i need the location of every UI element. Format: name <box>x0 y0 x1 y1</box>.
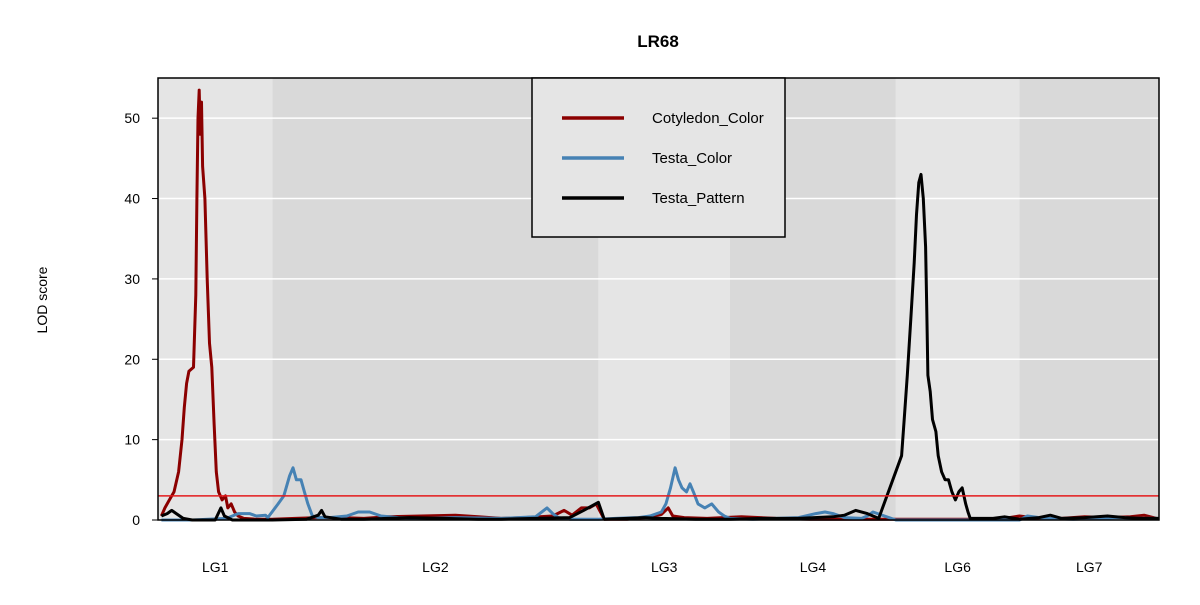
axes: 0 10 20 30 40 50 LG1 LG2 LG3 LG4 LG6 LG7 <box>124 77 1160 575</box>
y-tick-label-50: 50 <box>124 110 140 126</box>
x-group-label-lg3: LG3 <box>651 559 678 575</box>
legend-label-testa-color: Testa_Color <box>652 150 732 167</box>
y-tick-label-20: 20 <box>124 351 140 367</box>
y-axis-label: LOD score <box>34 266 50 333</box>
x-group-label-lg1: LG1 <box>202 559 229 575</box>
x-group-label-lg4: LG4 <box>800 559 827 575</box>
legend-label-testa-pattern: Testa_Pattern <box>652 190 745 207</box>
y-tick-label-30: 30 <box>124 271 140 287</box>
series-testa-pattern <box>160 172 1159 522</box>
y-tick-label-0: 0 <box>132 512 140 528</box>
y-tick-label-40: 40 <box>124 191 140 207</box>
series-lines <box>160 88 1160 522</box>
x-group-label-lg2: LG2 <box>422 559 449 575</box>
x-group-label-lg6: LG6 <box>944 559 971 575</box>
band-lg7 <box>1019 78 1159 520</box>
y-tick-label-10: 10 <box>124 432 140 448</box>
legend: Cotyledon_Color Testa_Color Testa_Pattern <box>531 77 786 238</box>
band-lg6 <box>895 78 1020 520</box>
chart-title: LR68 <box>637 32 679 51</box>
x-group-label-lg7: LG7 <box>1076 559 1103 575</box>
legend-label-cotyledon-color: Cotyledon_Color <box>652 110 764 127</box>
